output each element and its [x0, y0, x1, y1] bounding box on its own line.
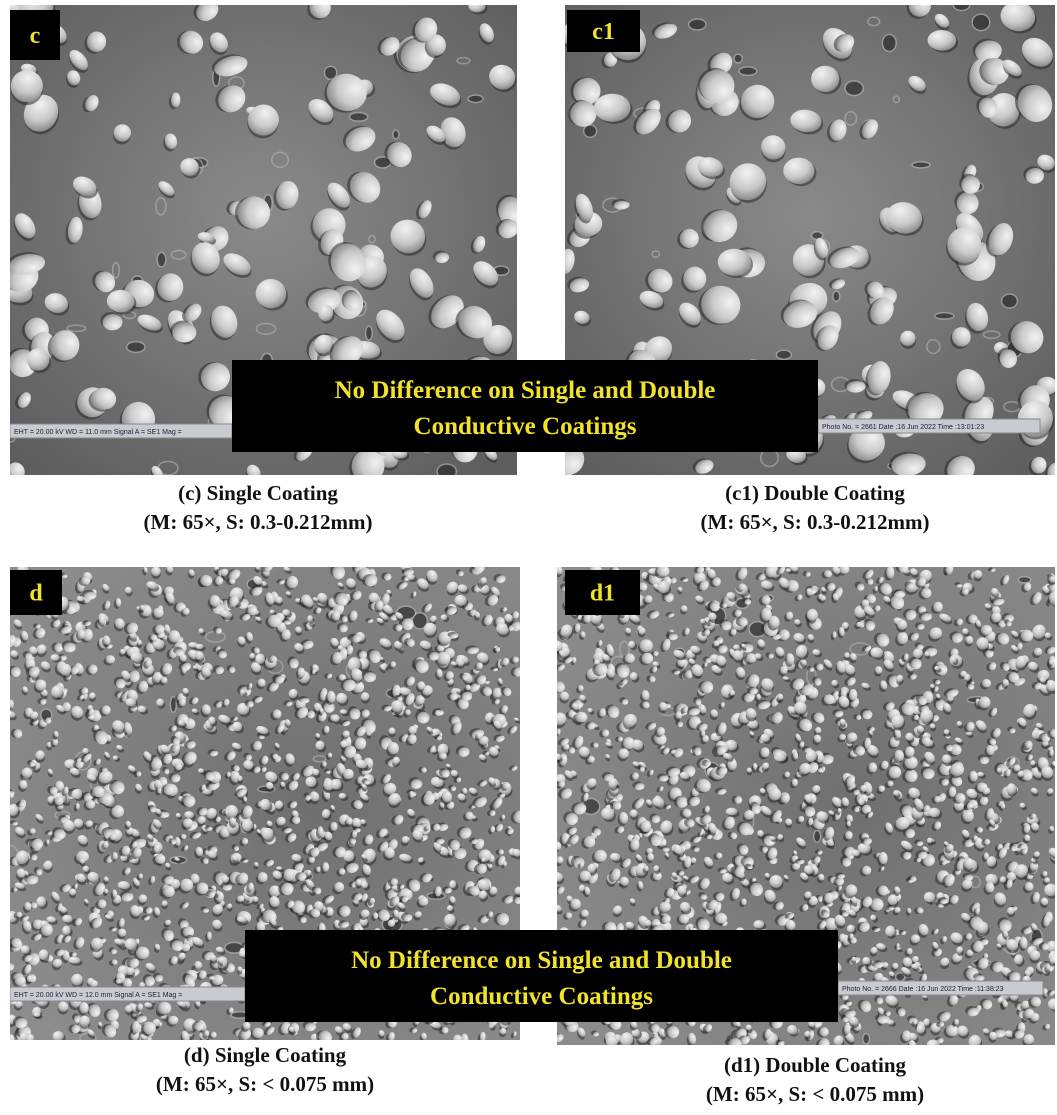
caption: (M: 65×, S: 0.3-0.212mm) — [701, 510, 930, 534]
caption: (c) Single Coating — [178, 481, 338, 505]
pore — [833, 291, 840, 301]
pore — [739, 67, 757, 76]
particle — [282, 629, 291, 640]
caption: (d) Single Coating — [184, 1043, 347, 1067]
info-text: Photo No. = 2661 Date :16 Jun 2022 Time … — [822, 424, 984, 431]
particle — [594, 94, 631, 122]
pore — [863, 1034, 870, 1045]
pore — [972, 14, 990, 30]
pore — [584, 125, 597, 137]
pore — [935, 313, 954, 319]
particle — [255, 653, 265, 664]
panel-label: d — [29, 581, 43, 607]
particle — [175, 649, 185, 656]
panel-label: c1 — [592, 19, 615, 45]
pore — [1018, 576, 1030, 583]
pore — [776, 350, 791, 359]
panel-label: c — [30, 23, 41, 49]
particle — [364, 672, 376, 682]
figure: EHT = 20.00 kV WD = 11.0 mm Signal A = S… — [0, 0, 1057, 1115]
pore — [953, 0, 969, 11]
pore — [366, 326, 373, 340]
pore — [882, 34, 896, 51]
particle — [868, 762, 877, 772]
pore — [1002, 294, 1018, 308]
pore — [689, 19, 706, 30]
pore — [349, 112, 367, 121]
caption: (M: 65×, S: 0.3-0.212mm) — [144, 510, 373, 534]
particle — [41, 924, 53, 936]
pore — [157, 252, 166, 267]
particle — [514, 897, 522, 904]
pore — [845, 81, 863, 96]
pore — [734, 54, 742, 63]
particle — [417, 712, 429, 724]
pore — [814, 830, 821, 842]
info-text: EHT = 20.00 kV WD = 11.0 mm Signal A = S… — [14, 429, 182, 436]
particle — [284, 620, 292, 625]
pore — [437, 464, 456, 479]
particle — [33, 1013, 40, 1017]
pore — [468, 95, 483, 103]
particle — [164, 768, 169, 774]
particle — [350, 708, 361, 719]
pore — [912, 162, 930, 168]
pore — [393, 130, 399, 139]
particle — [370, 898, 375, 904]
caption: (M: 65×, S: < 0.075 mm) — [156, 1072, 374, 1096]
pore — [127, 342, 145, 353]
caption: (c1) Double Coating — [725, 481, 905, 505]
particle — [322, 761, 326, 767]
info-text: EHT = 20.00 kV WD = 12.0 mm Signal A = S… — [14, 992, 182, 999]
particle — [391, 661, 396, 667]
particle — [344, 292, 362, 312]
